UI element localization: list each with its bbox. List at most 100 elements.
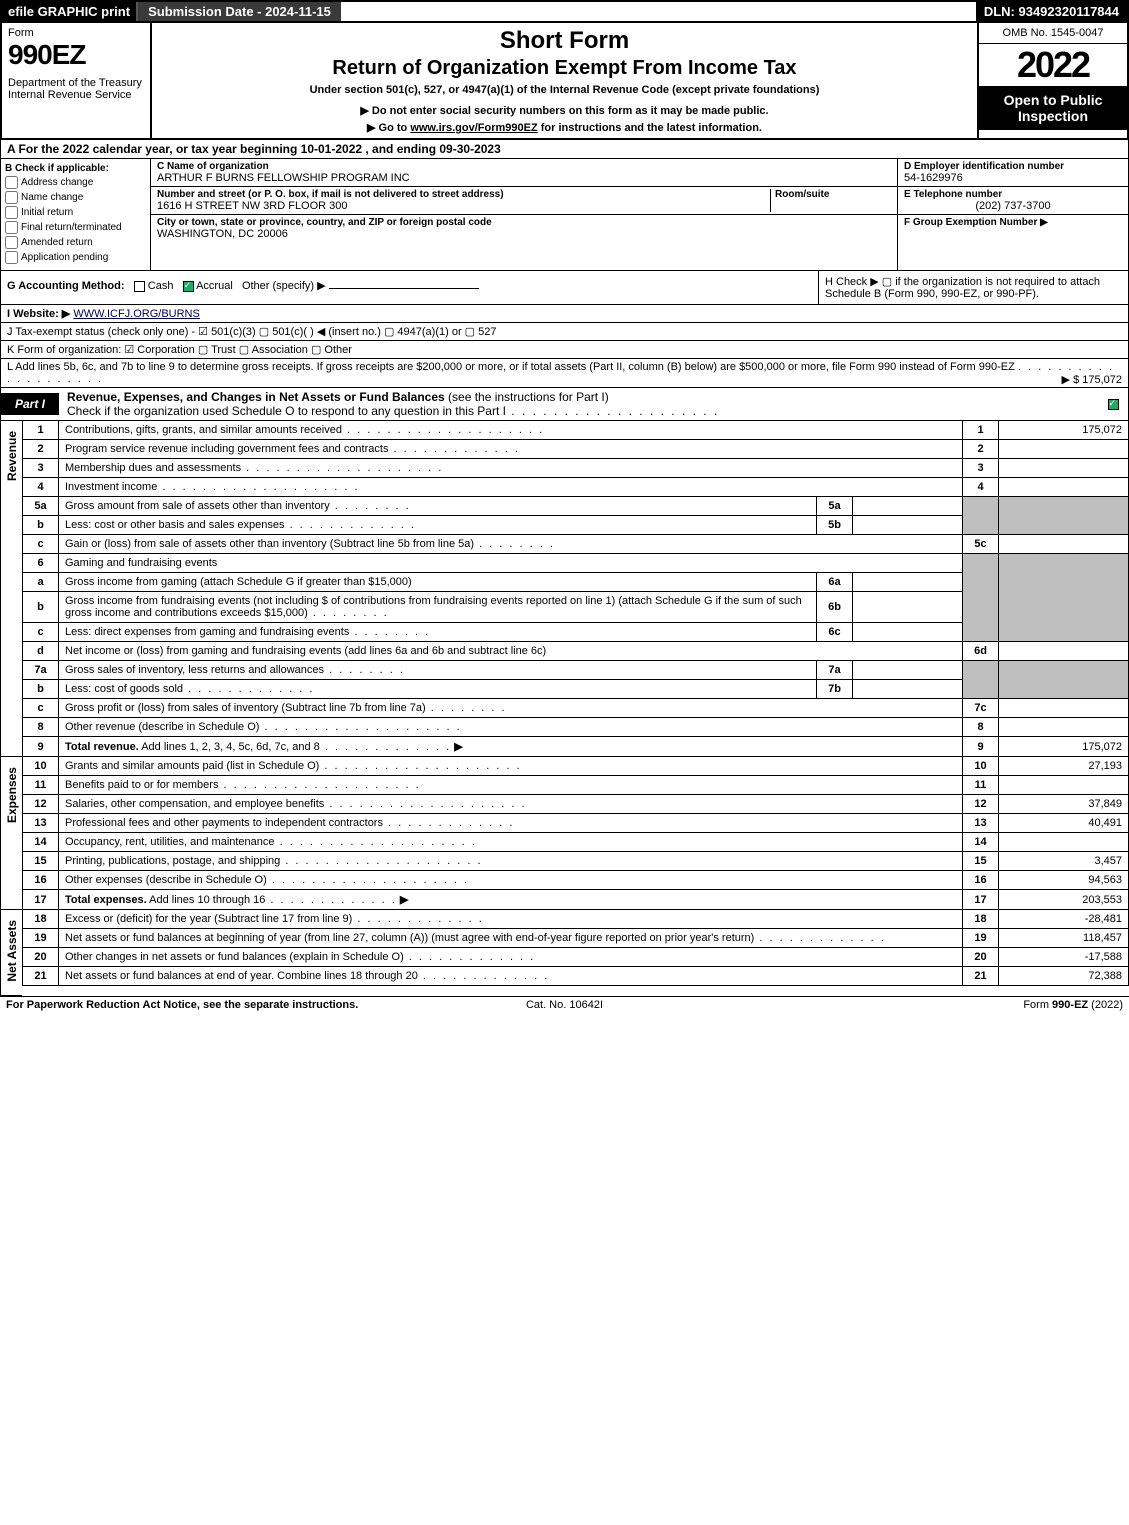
form-number: 990EZ bbox=[8, 39, 144, 71]
form-header: Form 990EZ Department of the Treasury In… bbox=[0, 23, 1129, 140]
note-ssn: ▶ Do not enter social security numbers o… bbox=[156, 104, 973, 117]
line-1: 1Contributions, gifts, grants, and simil… bbox=[23, 421, 1129, 440]
line-4: 4Investment income4 bbox=[23, 478, 1129, 497]
header-left: Form 990EZ Department of the Treasury In… bbox=[2, 23, 152, 138]
row-l-gross-receipts: L Add lines 5b, 6c, and 7b to line 9 to … bbox=[0, 359, 1129, 388]
revenue-side-label: Revenue bbox=[0, 421, 22, 757]
city-row: City or town, state or province, country… bbox=[151, 215, 897, 242]
graphic-print-label: GRAPHIC print bbox=[34, 4, 130, 19]
expenses-section: Expenses 10Grants and similar amounts pa… bbox=[0, 757, 1129, 910]
open-public-badge: Open to Public Inspection bbox=[979, 86, 1127, 130]
chk-application-pending[interactable]: Application pending bbox=[5, 251, 146, 264]
website-link[interactable]: WWW.ICFJ.ORG/BURNS bbox=[73, 308, 200, 320]
row-h: H Check ▶ ▢ if the organization is not r… bbox=[818, 271, 1128, 304]
block-b-c-def: B Check if applicable: Address change Na… bbox=[0, 159, 1129, 271]
irs-link[interactable]: www.irs.gov/Form990EZ bbox=[410, 122, 537, 134]
group-exemption-row: F Group Exemption Number ▶ bbox=[898, 215, 1128, 270]
subtitle-section: Under section 501(c), 527, or 4947(a)(1)… bbox=[156, 84, 973, 96]
city-value: WASHINGTON, DC 20006 bbox=[157, 228, 891, 240]
phone-value: (202) 737-3700 bbox=[904, 200, 1122, 212]
line-3: 3Membership dues and assessments3 bbox=[23, 459, 1129, 478]
expenses-side-label: Expenses bbox=[0, 757, 22, 910]
title-short-form: Short Form bbox=[156, 27, 973, 55]
revenue-section: Revenue 1Contributions, gifts, grants, a… bbox=[0, 421, 1129, 757]
org-name-row: C Name of organization ARTHUR F BURNS FE… bbox=[151, 159, 897, 187]
chk-accrual[interactable] bbox=[183, 281, 194, 292]
netassets-table: 18Excess or (deficit) for the year (Subt… bbox=[22, 910, 1129, 986]
page-footer: For Paperwork Reduction Act Notice, see … bbox=[0, 996, 1129, 1013]
footer-formref: Form 990-EZ (2022) bbox=[751, 999, 1123, 1011]
footer-catno: Cat. No. 10642I bbox=[378, 999, 750, 1011]
room-label: Room/suite bbox=[775, 189, 891, 200]
goto-suffix: for instructions and the latest informat… bbox=[538, 122, 762, 134]
efile-label: efile bbox=[8, 4, 34, 19]
chk-amended-return[interactable]: Amended return bbox=[5, 236, 146, 249]
other-specify-input[interactable] bbox=[329, 288, 479, 289]
line-19: 19Net assets or fund balances at beginni… bbox=[23, 929, 1129, 948]
street-row: Number and street (or P. O. box, if mail… bbox=[151, 187, 897, 215]
line-11: 11Benefits paid to or for members11 bbox=[23, 776, 1129, 795]
form-word: Form bbox=[8, 27, 144, 39]
footer-paperwork: For Paperwork Reduction Act Notice, see … bbox=[6, 999, 378, 1011]
accounting-method-label: G Accounting Method: bbox=[7, 280, 125, 292]
expenses-table: 10Grants and similar amounts paid (list … bbox=[22, 757, 1129, 910]
row-l-value: ▶ $ 175,072 bbox=[1062, 373, 1122, 386]
section-def: D Employer identification number 54-1629… bbox=[898, 159, 1128, 270]
line-8: 8Other revenue (describe in Schedule O)8 bbox=[23, 718, 1129, 737]
part-i-checkbox[interactable] bbox=[1098, 398, 1128, 410]
line-10: 10Grants and similar amounts paid (list … bbox=[23, 757, 1129, 776]
part-i-header: Part I Revenue, Expenses, and Changes in… bbox=[0, 388, 1129, 421]
chk-initial-return[interactable]: Initial return bbox=[5, 206, 146, 219]
section-b: B Check if applicable: Address change Na… bbox=[1, 159, 151, 270]
chk-cash[interactable] bbox=[134, 281, 145, 292]
line-15: 15Printing, publications, postage, and s… bbox=[23, 852, 1129, 871]
line-9: 9Total revenue. Total revenue. Add lines… bbox=[23, 737, 1129, 757]
street-label: Number and street (or P. O. box, if mail… bbox=[157, 189, 766, 200]
line-20: 20Other changes in net assets or fund ba… bbox=[23, 948, 1129, 967]
header-center: Short Form Return of Organization Exempt… bbox=[152, 23, 977, 138]
chk-final-return[interactable]: Final return/terminated bbox=[5, 221, 146, 234]
topbar-left: efile GRAPHIC print Submission Date - 20… bbox=[2, 2, 341, 21]
line-5a: 5aGross amount from sale of assets other… bbox=[23, 497, 1129, 516]
title-return: Return of Organization Exempt From Incom… bbox=[156, 57, 973, 80]
chk-address-change[interactable]: Address change bbox=[5, 176, 146, 189]
row-g-h: G Accounting Method: Cash Accrual Other … bbox=[0, 271, 1129, 305]
ein-value: 54-1629976 bbox=[904, 172, 1122, 184]
omb-number: OMB No. 1545-0047 bbox=[979, 23, 1127, 44]
ein-row: D Employer identification number 54-1629… bbox=[898, 159, 1128, 187]
line-16: 16Other expenses (describe in Schedule O… bbox=[23, 871, 1129, 890]
website-label: I Website: ▶ bbox=[7, 308, 70, 320]
org-name-label: C Name of organization bbox=[157, 161, 891, 172]
line-18: 18Excess or (deficit) for the year (Subt… bbox=[23, 910, 1129, 929]
efile-print-button[interactable]: efile GRAPHIC print bbox=[2, 2, 136, 21]
netassets-side-label: Net Assets bbox=[0, 910, 22, 996]
part-i-title: Revenue, Expenses, and Changes in Net As… bbox=[59, 388, 1098, 420]
goto-prefix: ▶ Go to bbox=[367, 122, 410, 134]
line-13: 13Professional fees and other payments t… bbox=[23, 814, 1129, 833]
phone-row: E Telephone number (202) 737-3700 bbox=[898, 187, 1128, 215]
top-bar: efile GRAPHIC print Submission Date - 20… bbox=[0, 0, 1129, 23]
ein-label: D Employer identification number bbox=[904, 161, 1122, 172]
line-5c: cGain or (loss) from sale of assets othe… bbox=[23, 535, 1129, 554]
line-21: 21Net assets or fund balances at end of … bbox=[23, 967, 1129, 986]
dln-label: DLN: 93492320117844 bbox=[976, 2, 1127, 21]
line-12: 12Salaries, other compensation, and empl… bbox=[23, 795, 1129, 814]
org-name-value: ARTHUR F BURNS FELLOWSHIP PROGRAM INC bbox=[157, 172, 891, 184]
row-j-tax-exempt: J Tax-exempt status (check only one) - ☑… bbox=[0, 323, 1129, 341]
line-7a: 7aGross sales of inventory, less returns… bbox=[23, 661, 1129, 680]
line-14: 14Occupancy, rent, utilities, and mainte… bbox=[23, 833, 1129, 852]
chk-name-change[interactable]: Name change bbox=[5, 191, 146, 204]
line-7c: cGross profit or (loss) from sales of in… bbox=[23, 699, 1129, 718]
department-label: Department of the Treasury Internal Reve… bbox=[8, 77, 144, 101]
part-i-badge: Part I bbox=[1, 393, 59, 415]
phone-label: E Telephone number bbox=[904, 189, 1122, 200]
section-c: C Name of organization ARTHUR F BURNS FE… bbox=[151, 159, 898, 270]
street-value: 1616 H STREET NW 3RD FLOOR 300 bbox=[157, 200, 766, 212]
row-i-website: I Website: ▶ WWW.ICFJ.ORG/BURNS bbox=[0, 305, 1129, 323]
tax-year: 2022 bbox=[979, 44, 1127, 86]
header-right: OMB No. 1545-0047 2022 Open to Public In… bbox=[977, 23, 1127, 138]
row-k-form-org: K Form of organization: ☑ Corporation ▢ … bbox=[0, 341, 1129, 359]
group-exemption-label: F Group Exemption Number ▶ bbox=[904, 217, 1122, 228]
line-17: 17Total expenses. Add lines 10 through 1… bbox=[23, 890, 1129, 910]
submission-date: Submission Date - 2024-11-15 bbox=[136, 2, 341, 21]
